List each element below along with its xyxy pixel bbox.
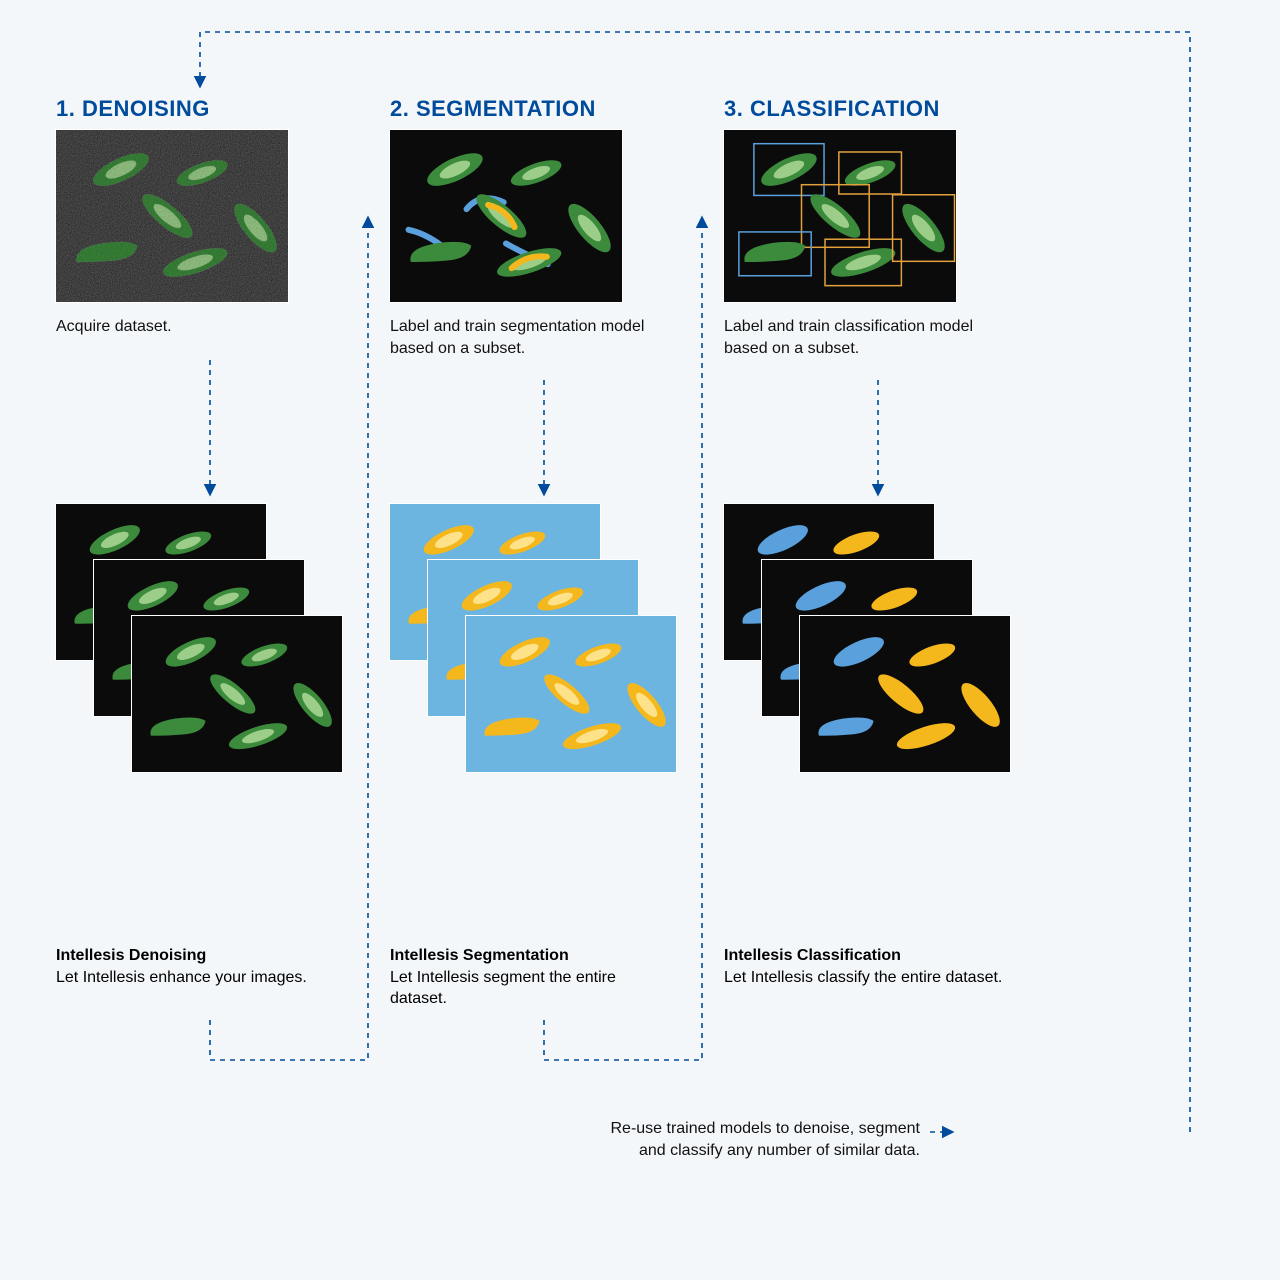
step-title: 2. SEGMENTATION — [390, 96, 596, 122]
caption-top: Acquire dataset. — [56, 316, 316, 338]
product-desc: Let Intellesis enhance your images. — [56, 969, 307, 986]
product-name: Intellesis Segmentation — [390, 947, 569, 964]
reuse-caption: Re-use trained models to denoise, segmen… — [500, 1118, 920, 1163]
stack-panel — [800, 616, 1010, 772]
caption-bottom: Intellesis Denoising Let Intellesis enhan… — [56, 945, 336, 988]
step-title: 1. DENOISING — [56, 96, 210, 122]
product-name: Intellesis Classification — [724, 947, 901, 964]
step-title: 3. CLASSIFICATION — [724, 96, 940, 122]
caption-top: Label and train segmentation model based… — [390, 316, 650, 359]
reuse-line2: and classify any number of similar data. — [639, 1142, 920, 1159]
caption-top: Label and train classification model bas… — [724, 316, 984, 359]
stack-panel — [466, 616, 676, 772]
caption-bottom: Intellesis Classification Let Intellesis … — [724, 945, 1004, 988]
top-panel — [724, 130, 956, 302]
caption-bottom: Intellesis Segmentation Let Intellesis se… — [390, 945, 670, 1010]
top-panel — [390, 130, 622, 302]
stack-panel — [132, 616, 342, 772]
result-stack — [724, 504, 1024, 794]
product-desc: Let Intellesis classify the entire datas… — [724, 969, 1002, 986]
product-desc: Let Intellesis segment the entire datase… — [390, 969, 616, 1008]
reuse-line1: Re-use trained models to denoise, segmen… — [610, 1120, 920, 1137]
product-name: Intellesis Denoising — [56, 947, 206, 964]
result-stack — [56, 504, 356, 794]
result-stack — [390, 504, 690, 794]
top-panel — [56, 130, 288, 302]
